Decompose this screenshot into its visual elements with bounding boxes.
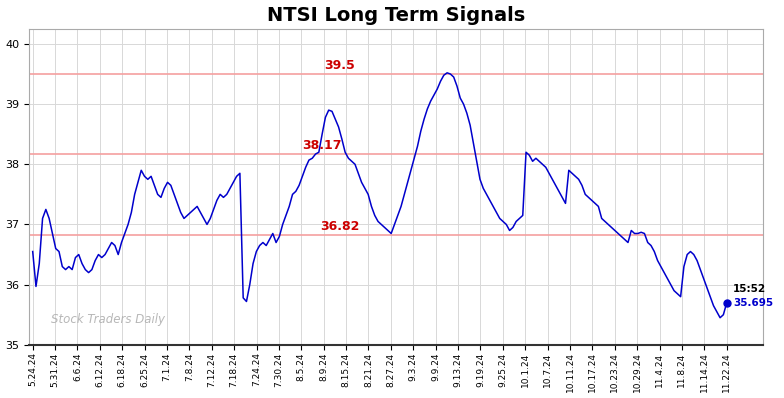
Text: 38.17: 38.17 [303,139,342,152]
Text: 36.82: 36.82 [320,220,359,234]
Text: 35.695: 35.695 [733,298,773,308]
Text: 39.5: 39.5 [324,59,355,72]
Text: 15:52: 15:52 [733,284,767,294]
Title: NTSI Long Term Signals: NTSI Long Term Signals [267,6,525,25]
Text: Stock Traders Daily: Stock Traders Daily [52,313,165,326]
